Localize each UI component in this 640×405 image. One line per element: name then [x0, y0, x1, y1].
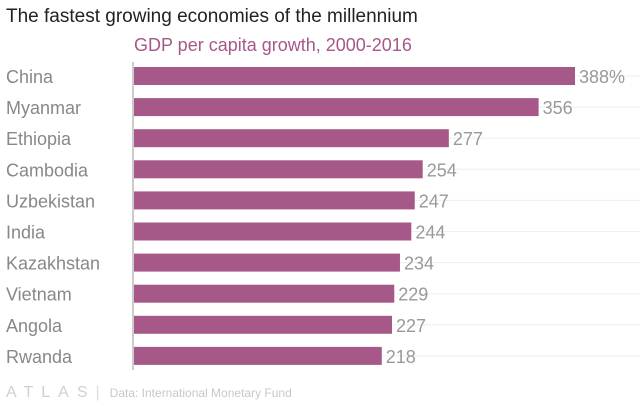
- category-label: India: [6, 223, 46, 243]
- atlas-logo: ATLAS: [6, 384, 96, 401]
- source-note: Data: International Monetary Fund: [109, 386, 292, 400]
- chart-title: The fastest growing economies of the mil…: [6, 6, 418, 27]
- category-label: Cambodia: [6, 160, 89, 180]
- category-label: Angola: [6, 316, 63, 336]
- data-label: 218: [386, 347, 416, 367]
- data-label: 277: [453, 129, 483, 149]
- bar-india: [134, 222, 412, 241]
- data-label: 229: [398, 285, 428, 305]
- category-label: Ethiopia: [6, 129, 72, 149]
- category-label: Uzbekistan: [6, 191, 95, 211]
- bar-china: [134, 67, 575, 85]
- data-label: 227: [396, 316, 426, 336]
- category-label: Rwanda: [6, 347, 73, 367]
- bar-rwanda: [134, 346, 382, 365]
- bar-angola: [134, 315, 393, 334]
- category-label: Kazakhstan: [6, 254, 100, 274]
- bar-kazakhstan: [134, 253, 400, 272]
- data-label: 234: [404, 254, 434, 274]
- chart-subtitle: GDP per capita growth, 2000-2016: [134, 35, 412, 55]
- data-label: 356: [543, 98, 573, 118]
- data-label: 244: [415, 223, 445, 243]
- bar-vietnam: [134, 284, 395, 303]
- footer: ATLAS | Data: International Monetary Fun…: [6, 384, 292, 402]
- bar-cambodia: [134, 160, 423, 179]
- data-label: 388%: [579, 67, 625, 87]
- category-label: China: [6, 67, 54, 87]
- bar-myanmar: [134, 98, 539, 117]
- bar-uzbekistan: [134, 191, 415, 210]
- data-label: 247: [419, 191, 449, 211]
- bar-ethiopia: [134, 129, 449, 148]
- category-label: Myanmar: [6, 98, 81, 118]
- footer-divider: |: [95, 384, 100, 401]
- data-label: 254: [427, 160, 457, 180]
- category-label: Vietnam: [6, 285, 72, 305]
